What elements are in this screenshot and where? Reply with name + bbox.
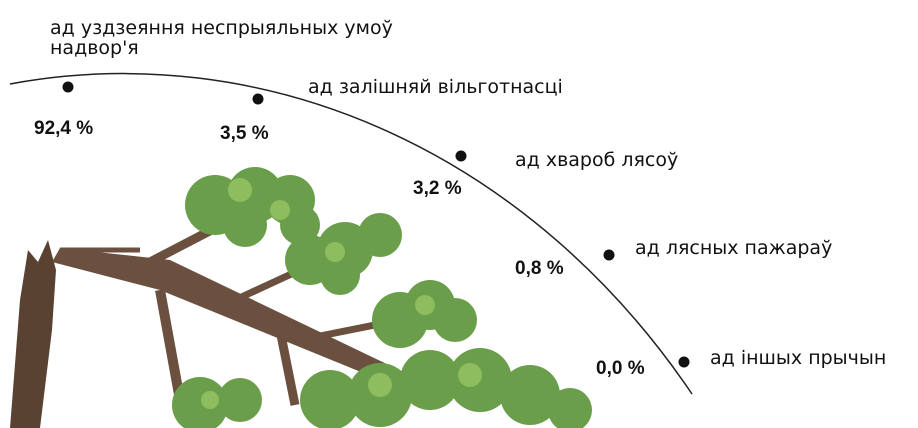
percent-value: 92,4 % bbox=[34, 118, 93, 140]
marker-dot bbox=[679, 357, 690, 368]
percent-value: 3,5 % bbox=[220, 123, 269, 145]
infographic: ад уздзеяння неспрыяльных умоў надвор'я 9… bbox=[0, 0, 918, 428]
marker-dot bbox=[63, 82, 74, 93]
marker-dot bbox=[604, 250, 615, 261]
marker-dot bbox=[253, 94, 264, 105]
tree bbox=[10, 167, 592, 428]
cause-label: ад лясных пажараў bbox=[635, 238, 832, 258]
cause-label: ад іншых прычын bbox=[710, 348, 886, 368]
percent-value: 0,0 % bbox=[596, 358, 645, 380]
cause-label: ад уздзеяння неспрыяльных умоў надвор'я bbox=[50, 18, 450, 58]
percent-value: 0,8 % bbox=[515, 258, 564, 280]
cause-label: ад хвароб лясоў bbox=[515, 150, 678, 170]
percent-value: 3,2 % bbox=[413, 178, 462, 200]
marker-dot bbox=[456, 151, 467, 162]
cause-label: ад залішняй вільготнасці bbox=[308, 77, 563, 97]
